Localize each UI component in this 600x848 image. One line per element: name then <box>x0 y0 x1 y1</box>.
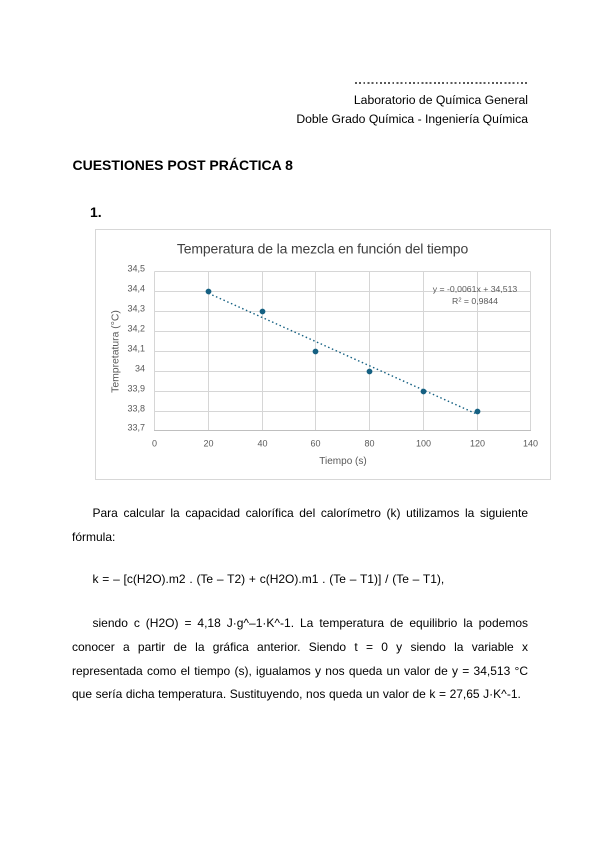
svg-text:Tiempo (s): Tiempo (s) <box>319 456 366 467</box>
svg-text:100: 100 <box>416 439 431 449</box>
svg-text:34,5: 34,5 <box>127 264 145 274</box>
svg-text:34,1: 34,1 <box>127 344 145 354</box>
svg-text:Temperatura de la mezcla en fu: Temperatura de la mezcla en función del … <box>177 240 469 256</box>
svg-text:y = -0,0061x + 34,513: y = -0,0061x + 34,513 <box>433 284 518 294</box>
svg-text:34,3: 34,3 <box>127 304 145 314</box>
svg-text:Tempretatura (°C): Tempretatura (°C) <box>111 310 122 393</box>
svg-text:120: 120 <box>470 439 485 449</box>
svg-text:140: 140 <box>523 439 538 449</box>
svg-text:33,7: 33,7 <box>127 423 145 433</box>
svg-text:0: 0 <box>152 439 157 449</box>
svg-text:34: 34 <box>135 364 145 374</box>
svg-text:33,9: 33,9 <box>127 384 145 394</box>
svg-text:80: 80 <box>364 439 374 449</box>
svg-text:40: 40 <box>257 439 267 449</box>
svg-text:R2 = 0,9844: R2 = 0,9844 <box>452 296 498 306</box>
svg-text:60: 60 <box>310 439 320 449</box>
svg-text:34,2: 34,2 <box>127 324 145 334</box>
svg-text:20: 20 <box>203 439 213 449</box>
svg-text:34,4: 34,4 <box>127 284 145 294</box>
svg-text:33,8: 33,8 <box>127 404 145 414</box>
